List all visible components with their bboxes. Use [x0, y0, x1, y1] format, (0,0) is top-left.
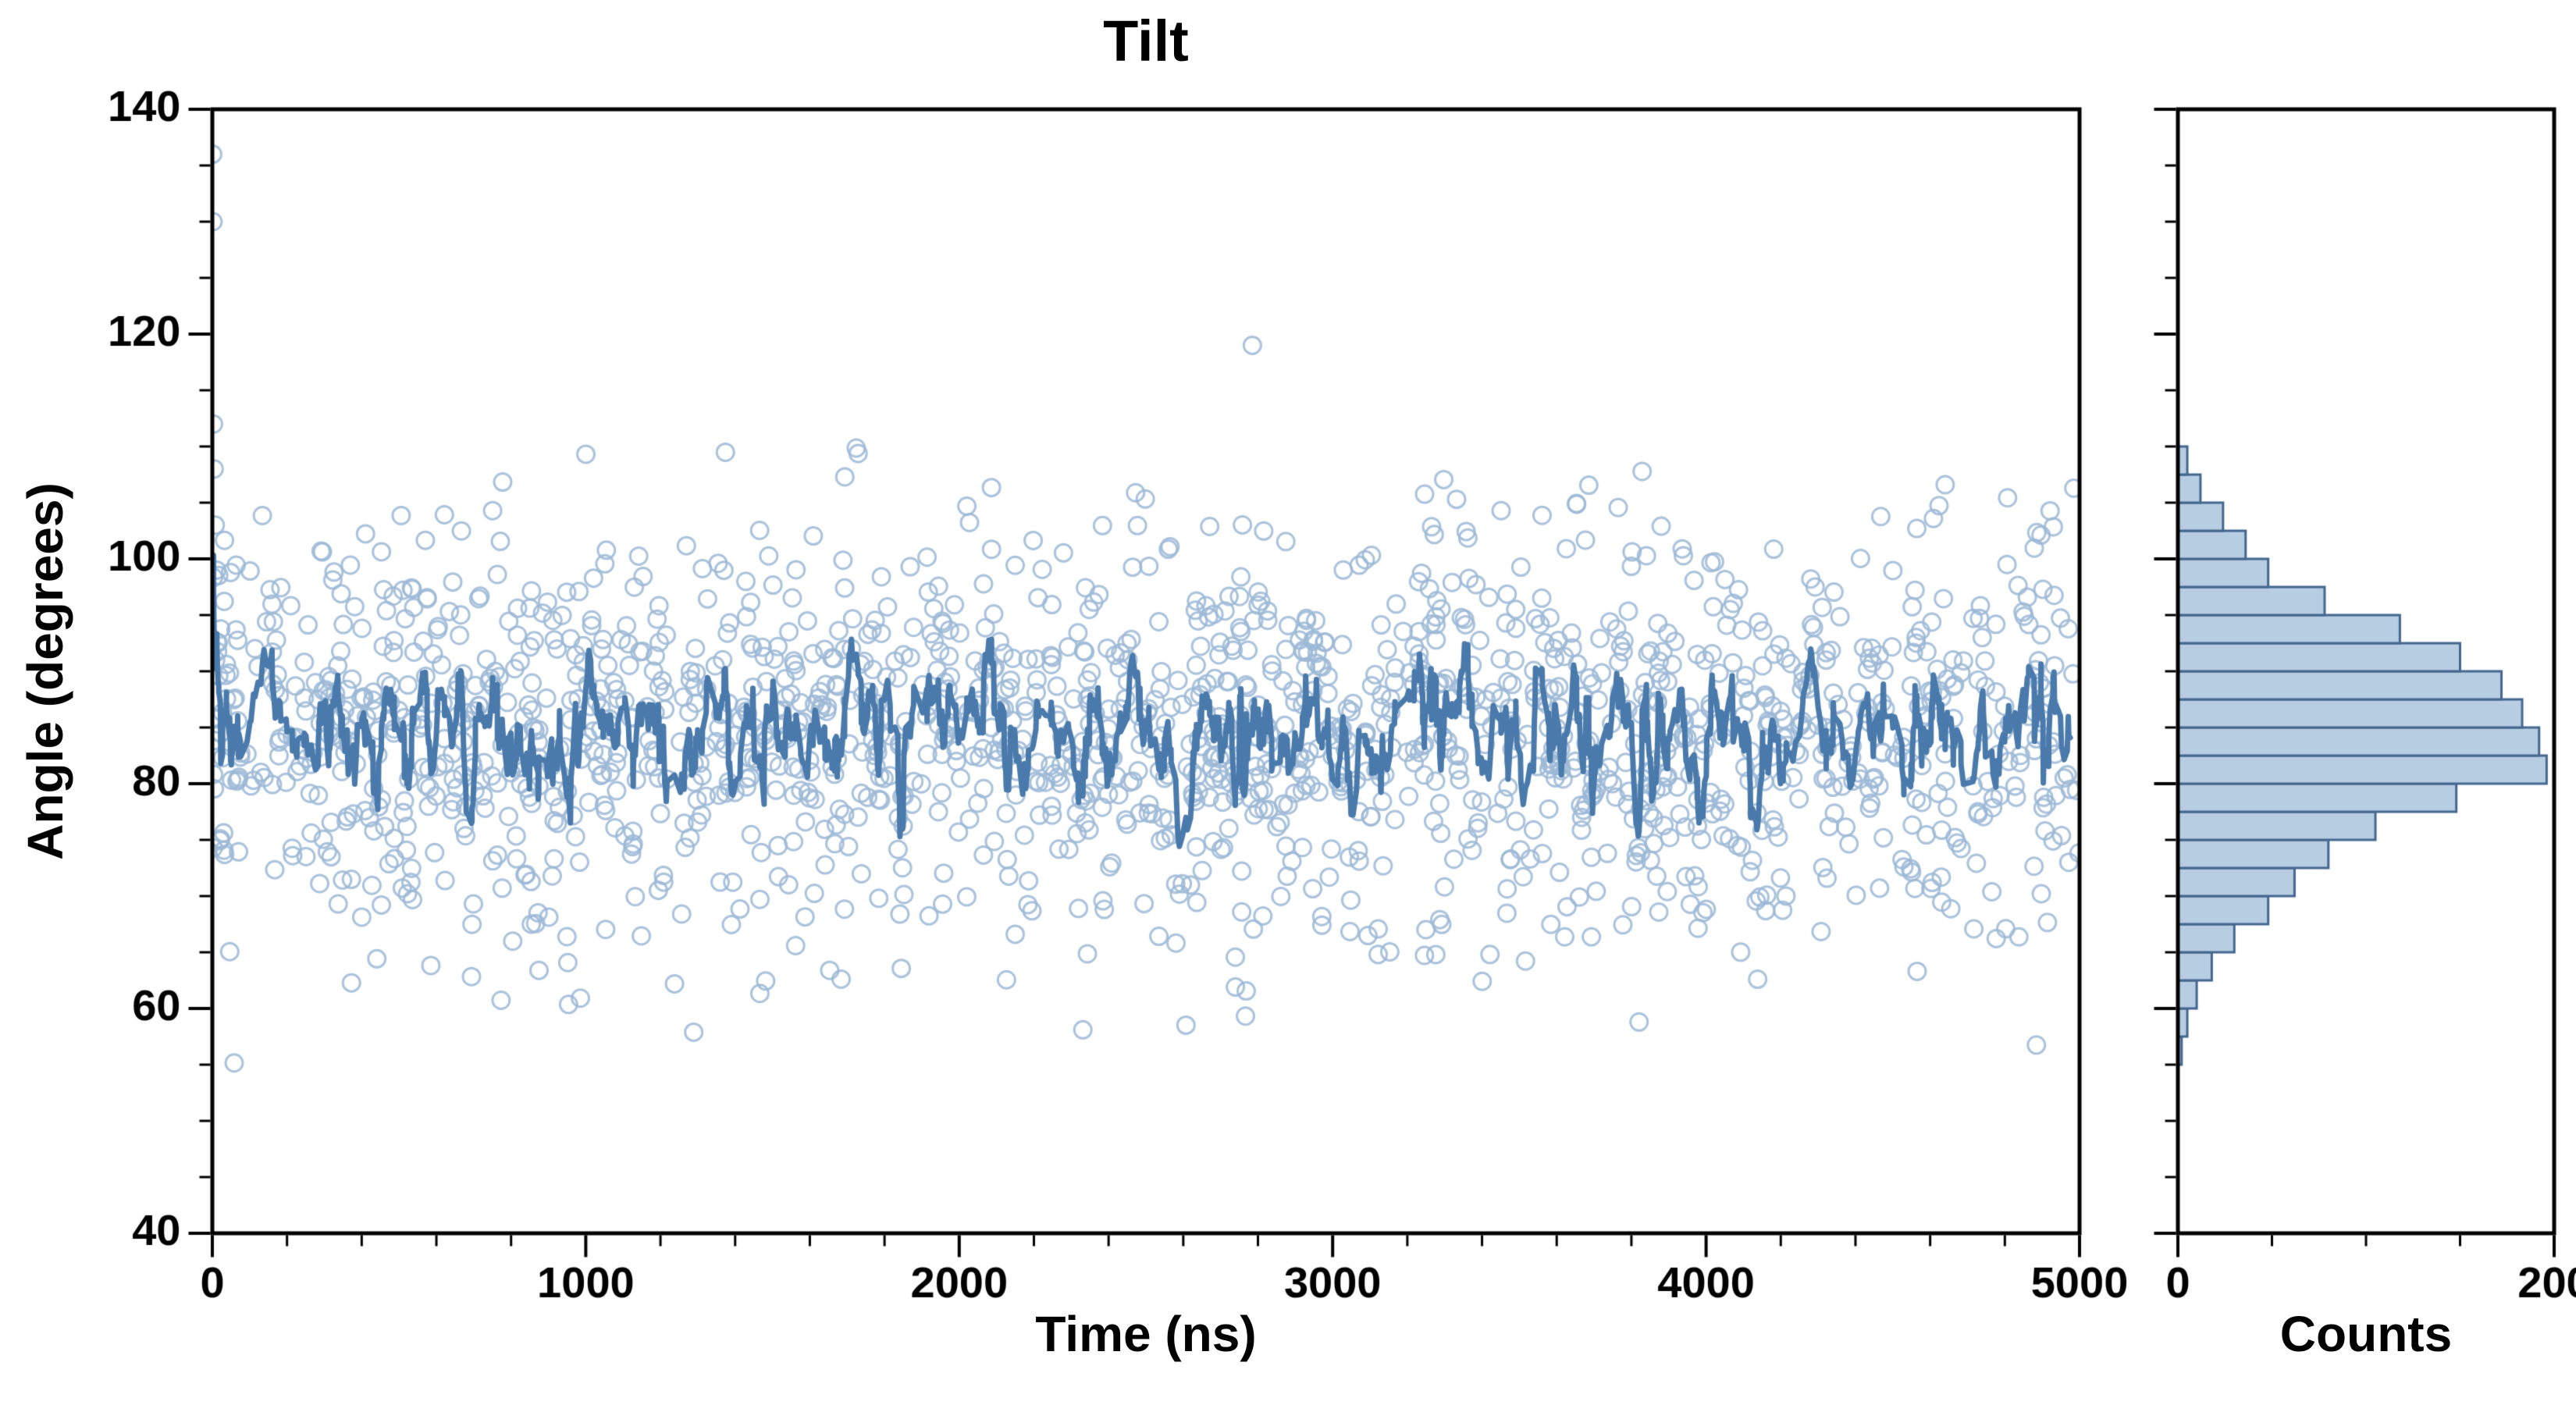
x-axis-label: Time (ns): [1035, 1306, 1257, 1362]
y-axis-label: Angle (degrees): [17, 482, 73, 860]
histogram-x-axis-label: Counts: [2279, 1306, 2453, 1362]
chart-title: Tilt: [1103, 9, 1189, 73]
